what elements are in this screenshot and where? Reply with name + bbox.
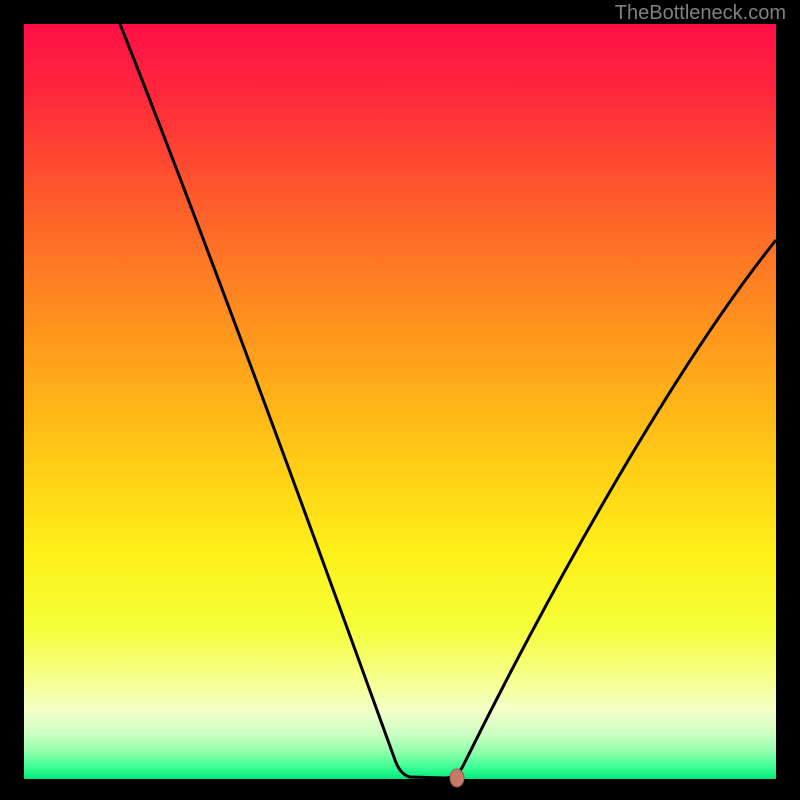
optimal-point-marker xyxy=(450,769,464,787)
bottleneck-chart xyxy=(0,0,800,800)
watermark-text: TheBottleneck.com xyxy=(615,2,786,25)
